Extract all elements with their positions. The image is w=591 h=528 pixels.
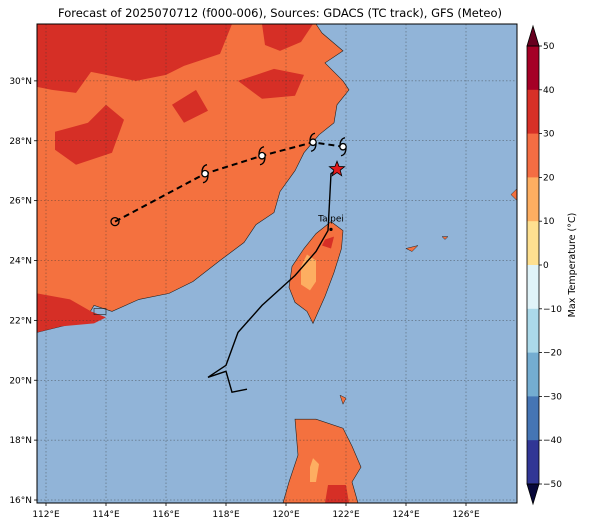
island-miyako xyxy=(441,236,449,240)
typhoon-icon-arm-upper xyxy=(309,132,316,142)
colorbar-tick-label: 50 xyxy=(543,42,555,52)
typhoon-icon-eye xyxy=(201,169,209,178)
lon-tick-label: 120°E xyxy=(272,510,300,520)
colorbar-segment xyxy=(527,308,539,354)
typhoon-icon-arm-upper xyxy=(258,146,265,155)
map-title: Forecast of 2025070712 (f000-006), Sourc… xyxy=(58,6,502,20)
hong-kong-box xyxy=(93,308,107,315)
colorbar-segment xyxy=(527,89,539,135)
colorbar-segment xyxy=(527,221,539,266)
colorbar-tick-label: 40 xyxy=(543,86,555,96)
typhoon-icon xyxy=(309,132,317,152)
hot-region-zhejiang xyxy=(238,68,304,99)
hot-region-taipei xyxy=(322,236,334,249)
colorbar-tick-label: −10 xyxy=(543,305,562,315)
colorbar-segment xyxy=(527,46,539,91)
track-start-circle xyxy=(110,216,120,227)
hot-region-north xyxy=(37,24,232,93)
hot-region-jiangxi xyxy=(172,89,208,123)
colorbar-label: Max Temperature (°C) xyxy=(567,213,578,318)
colorbar-segment xyxy=(527,133,539,178)
lon-tick-label: 124°E xyxy=(392,510,420,520)
typhoon-icon-arm-lower xyxy=(259,156,266,166)
colorbar-segment xyxy=(527,396,539,441)
colorbar-segment xyxy=(527,265,539,310)
lon-tick-label: 126°E xyxy=(452,510,480,520)
lat-tick-label: 18°N xyxy=(9,436,32,446)
lat-tick-label: 22°N xyxy=(9,316,32,326)
lon-tick-label: 118°E xyxy=(212,510,240,520)
storm-position-star xyxy=(328,160,346,177)
hot-region-hunan xyxy=(55,104,124,165)
island-yaeyama xyxy=(405,245,419,252)
lat-tick-label: 26°N xyxy=(9,197,32,207)
colorbar-tick-label: 0 xyxy=(543,261,549,271)
typhoon-icon xyxy=(258,146,266,166)
typhoon-icon-arm-lower xyxy=(340,147,347,157)
typhoon-icon xyxy=(201,164,209,184)
warm-region-luzon xyxy=(310,458,319,482)
colorbar-tick-label: 30 xyxy=(543,130,555,140)
colorbar-tick-label: 10 xyxy=(543,217,555,227)
lat-tick-label: 16°N xyxy=(9,496,32,506)
lon-tick-label: 112°E xyxy=(32,510,60,520)
island-babuyan xyxy=(339,394,347,405)
map-frame xyxy=(36,23,518,504)
city-label: Taipei xyxy=(317,214,344,224)
colorbar-tick-label: −30 xyxy=(543,392,562,402)
past-track-line xyxy=(207,168,338,394)
hot-region-guangdong xyxy=(37,293,106,333)
colorbar-segment xyxy=(527,440,539,485)
typhoon-icon-eye xyxy=(258,151,266,160)
city-marker xyxy=(329,227,333,231)
typhoon-icon-arm-upper xyxy=(201,164,208,173)
lat-tick-label: 24°N xyxy=(9,257,32,267)
lon-tick-label: 116°E xyxy=(152,510,180,520)
typhoon-icon-arm-lower xyxy=(310,143,317,152)
lat-tick-label: 28°N xyxy=(9,137,32,147)
colorbar-tick-label: 20 xyxy=(543,173,555,183)
colorbar-segment xyxy=(527,352,539,397)
lon-tick-label: 122°E xyxy=(332,510,360,520)
colorbar-segment xyxy=(527,177,539,222)
typhoon-icon-arm-upper xyxy=(339,137,346,146)
hot-region-luzon xyxy=(325,485,349,503)
typhoon-icon-arm-lower xyxy=(202,174,209,184)
colorbar-tick-label: −20 xyxy=(543,349,562,359)
lat-tick-label: 30°N xyxy=(9,77,32,87)
colorbar-extend-bottom xyxy=(526,483,540,506)
lon-tick-label: 114°E xyxy=(92,510,120,520)
lat-tick-label: 20°N xyxy=(9,376,32,386)
typhoon-icon xyxy=(339,137,347,157)
land-mainland xyxy=(36,23,350,333)
hot-region-jiangsu xyxy=(262,24,313,51)
colorbar-tick-label: −50 xyxy=(543,480,562,490)
colorbar-tick-label: −40 xyxy=(543,436,562,446)
colorbar-extend-top xyxy=(526,24,540,47)
typhoon-icon-eye xyxy=(339,142,347,151)
typhoon-icon-eye xyxy=(309,138,317,147)
